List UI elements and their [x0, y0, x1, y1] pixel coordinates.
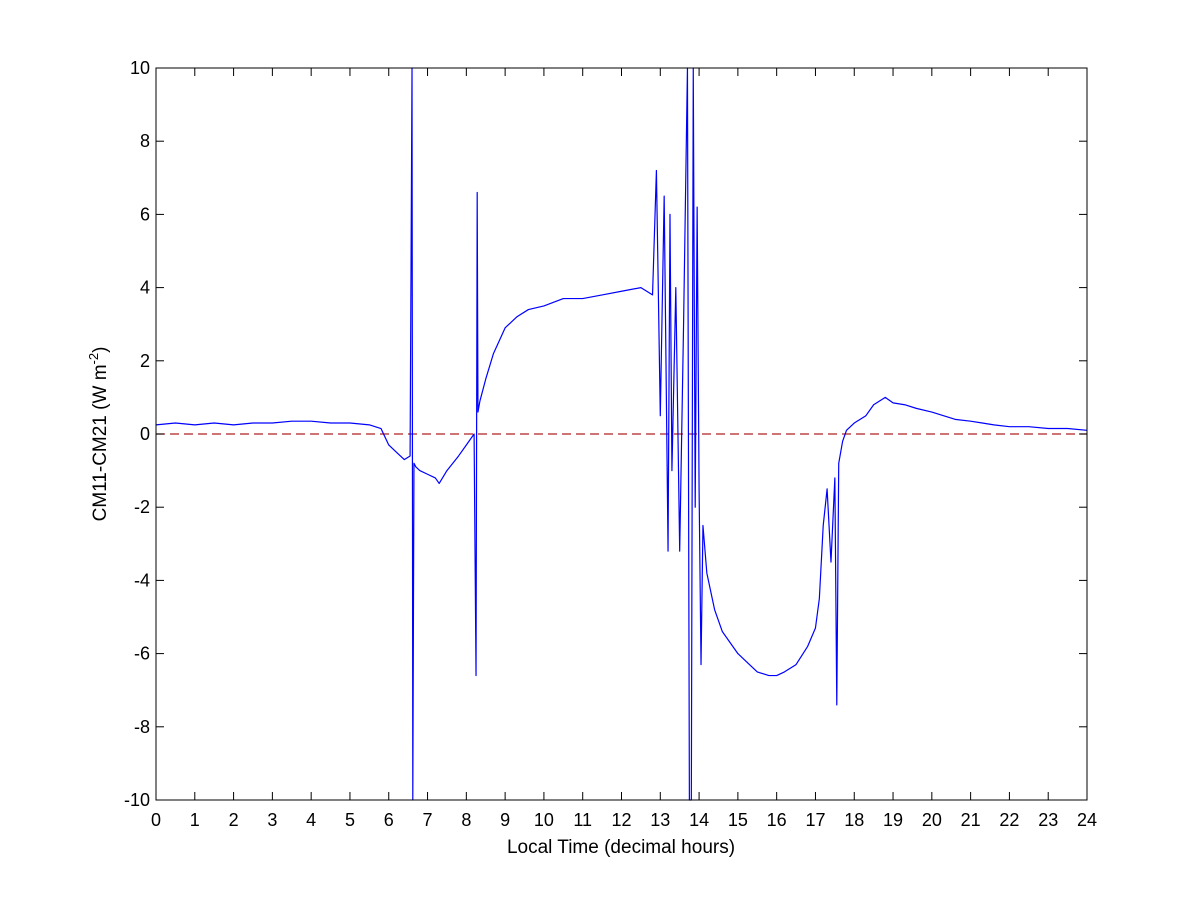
y-tick-label: 8 [140, 131, 150, 151]
y-tick-label: -10 [124, 790, 150, 810]
x-tick-label: 1 [190, 810, 200, 830]
y-tick-label: 10 [130, 58, 150, 78]
y-tick-label: 4 [140, 278, 150, 298]
y-tick-label: -6 [134, 644, 150, 664]
y-axis-label-main: CM11-CM21 (W m [90, 364, 111, 521]
x-tick-label: 16 [767, 810, 787, 830]
x-tick-label: 21 [961, 810, 981, 830]
y-axis-label-close: ) [90, 347, 111, 353]
x-tick-label: 17 [805, 810, 825, 830]
y-tick-label: -8 [134, 717, 150, 737]
y-tick-label: 6 [140, 204, 150, 224]
x-tick-label: 19 [883, 810, 903, 830]
y-tick-label: -4 [134, 570, 150, 590]
y-tick-label: 2 [140, 351, 150, 371]
x-tick-label: 5 [345, 810, 355, 830]
x-tick-label: 7 [423, 810, 433, 830]
y-tick-label: -2 [134, 497, 150, 517]
x-tick-label: 10 [534, 810, 554, 830]
x-tick-label: 20 [922, 810, 942, 830]
y-axis-label-superscript: -2 [86, 353, 101, 365]
x-axis-label: Local Time (decimal hours) [507, 837, 735, 858]
y-tick-label: 0 [140, 424, 150, 444]
x-tick-label: 23 [1038, 810, 1058, 830]
x-tick-label: 24 [1077, 810, 1097, 830]
x-tick-label: 2 [229, 810, 239, 830]
x-tick-label: 0 [151, 810, 161, 830]
x-tick-label: 13 [650, 810, 670, 830]
x-tick-label: 9 [500, 810, 510, 830]
x-tick-label: 11 [573, 810, 592, 830]
x-tick-label: 6 [384, 810, 394, 830]
x-tick-label: 14 [689, 810, 709, 830]
x-tick-label: 22 [999, 810, 1019, 830]
x-tick-label: 8 [461, 810, 471, 830]
x-tick-label: 12 [611, 810, 631, 830]
x-tick-label: 4 [306, 810, 316, 830]
y-axis-label: CM11-CM21 (W m-2) [86, 347, 111, 522]
x-tick-label: 18 [844, 810, 864, 830]
x-tick-label: 15 [728, 810, 748, 830]
x-tick-label: 3 [267, 810, 277, 830]
